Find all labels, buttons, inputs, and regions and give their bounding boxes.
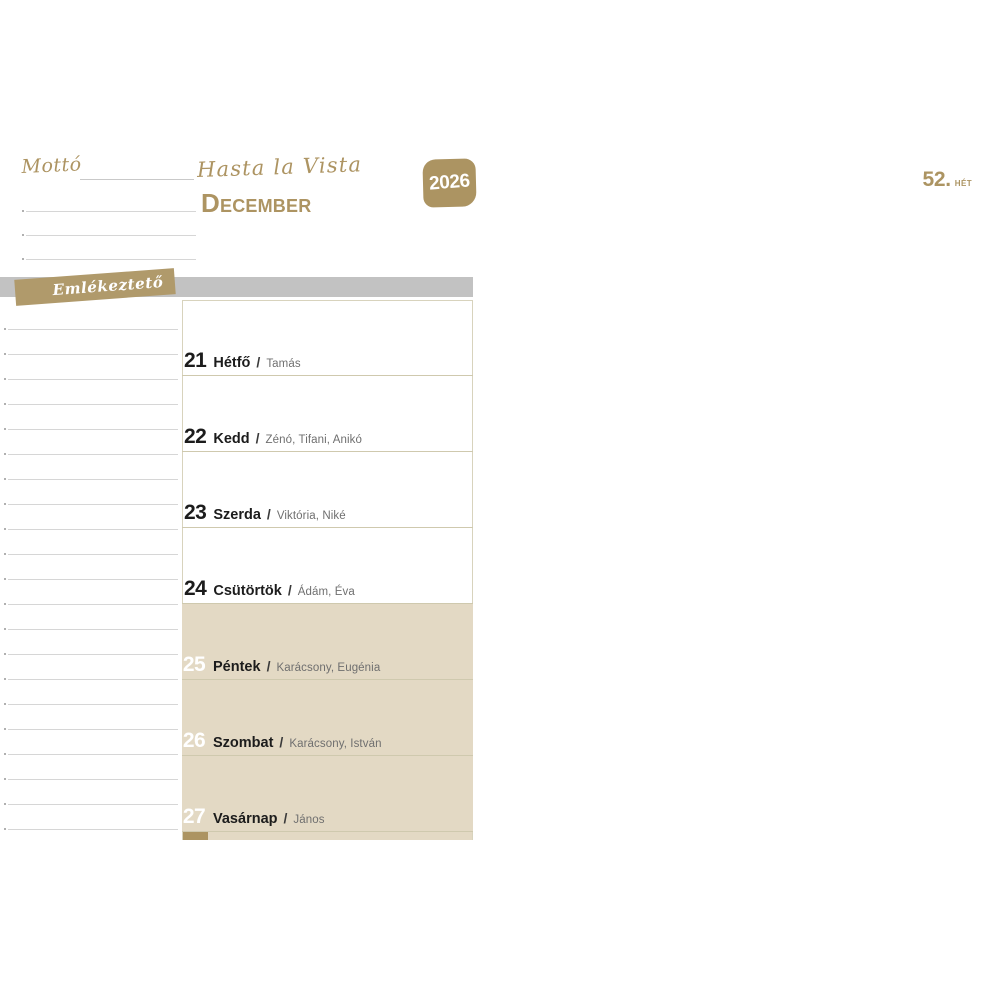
day-nameday: Karácsony, István <box>289 738 382 750</box>
day-row[interactable]: 21 Hétfő / Tamás <box>182 300 473 376</box>
day-label: 26 Szombat / Karácsony, István <box>182 729 382 753</box>
reminder-line[interactable] <box>0 456 178 481</box>
day-nameday: Ádám, Éva <box>297 586 355 598</box>
reminder-line[interactable] <box>0 656 178 681</box>
day-row[interactable]: 25 Péntek / Karácsony, Eugénia <box>182 604 473 680</box>
day-nameday: Viktória, Niké <box>276 510 346 522</box>
day-number: 25 <box>182 653 206 676</box>
day-nameday: Tamás <box>266 358 301 370</box>
spread-script-title: Hasta la Vista <box>196 152 363 182</box>
day-label: 25 Péntek / Karácsony, Eugénia <box>182 653 380 677</box>
day-separator: / <box>255 430 260 446</box>
reminder-line[interactable] <box>0 781 178 806</box>
day-label: 24 Csütörtök / Ádám, Éva <box>184 577 355 601</box>
year-badge: 2026 <box>422 158 477 208</box>
motto-line[interactable] <box>18 236 196 260</box>
day-row[interactable]: 24 Csütörtök / Ádám, Éva <box>182 528 473 604</box>
day-number: 23 <box>184 501 207 524</box>
day-number: 24 <box>184 577 207 600</box>
weekly-day-list-frame <box>182 300 473 840</box>
day-name: Hétfő <box>213 355 251 371</box>
day-label: 27 Vasárnap / János <box>182 805 325 829</box>
reminder-line[interactable] <box>0 706 178 731</box>
day-number: 21 <box>184 349 207 372</box>
motto-title: Mottó <box>21 153 83 178</box>
reminder-line[interactable] <box>0 506 178 531</box>
day-name: Szombat <box>213 735 274 751</box>
day-separator: / <box>256 354 261 370</box>
motto-heading-rule <box>80 179 194 180</box>
reminder-line[interactable] <box>0 681 178 706</box>
day-separator: / <box>287 582 292 598</box>
month-title: December <box>201 188 312 218</box>
reminder-line[interactable] <box>0 431 178 456</box>
day-label: 23 Szerda / Viktória, Niké <box>184 501 346 525</box>
day-name: Péntek <box>213 659 261 675</box>
day-row[interactable]: 27 Vasárnap / János <box>182 756 473 832</box>
left-page: Mottó Hasta la Vista December 2026 Emlék… <box>0 152 477 840</box>
right-page: hetem 52.hét mai fontos teendő <box>500 0 1000 1000</box>
reminder-line[interactable] <box>0 481 178 506</box>
reminder-line[interactable] <box>0 556 178 581</box>
reminder-line[interactable] <box>0 531 178 556</box>
motto-line[interactable] <box>18 212 196 236</box>
reminder-line[interactable] <box>0 356 178 381</box>
day-name: Szerda <box>213 507 261 523</box>
day-separator: / <box>279 734 284 750</box>
reminder-line[interactable] <box>0 331 178 356</box>
reminder-ribbon-label: Emlékeztető <box>51 273 164 300</box>
reminder-line[interactable] <box>0 756 178 781</box>
reminder-line[interactable] <box>0 406 178 431</box>
motto-line[interactable] <box>18 188 196 212</box>
day-number: 22 <box>184 425 207 448</box>
day-separator: / <box>266 506 271 522</box>
reminder-line[interactable] <box>0 306 178 331</box>
weekly-day-list: 21 Hétfő / Tamás 22 Kedd / Zénó, Tifani, Anikó 2… <box>182 300 473 840</box>
year-badge-label: 2026 <box>428 170 471 195</box>
week-number-heading: 52. hét <box>923 168 973 192</box>
day-name: Kedd <box>213 431 250 447</box>
reminder-line[interactable] <box>0 606 178 631</box>
day-row[interactable]: 26 Szombat / Karácsony, István <box>182 680 473 756</box>
day-nameday: János <box>293 814 325 826</box>
reminder-write-lines[interactable] <box>0 306 178 831</box>
reminder-line[interactable] <box>0 806 178 831</box>
day-nameday: Zénó, Tifani, Anikó <box>265 434 363 446</box>
day-name: Vasárnap <box>213 811 278 827</box>
day-row[interactable]: 23 Szerda / Viktória, Niké <box>182 452 473 528</box>
day-nameday: Karácsony, Eugénia <box>276 662 381 674</box>
day-separator: / <box>283 810 288 826</box>
reminder-line[interactable] <box>0 631 178 656</box>
reminder-line[interactable] <box>0 381 178 406</box>
day-name: Csütörtök <box>213 583 282 599</box>
reminder-line[interactable] <box>0 581 178 606</box>
day-label: 22 Kedd / Zénó, Tifani, Anikó <box>184 425 362 449</box>
week-number-value: 52. <box>922 168 952 191</box>
day-number: 27 <box>182 805 206 828</box>
day-number: 26 <box>182 729 206 752</box>
day-label: 21 Hétfő / Tamás <box>184 349 301 373</box>
reminder-line[interactable] <box>0 731 178 756</box>
day-row[interactable]: 22 Kedd / Zénó, Tifani, Anikó <box>182 376 473 452</box>
day-separator: / <box>266 658 271 674</box>
week-number-label: hét <box>954 175 972 189</box>
